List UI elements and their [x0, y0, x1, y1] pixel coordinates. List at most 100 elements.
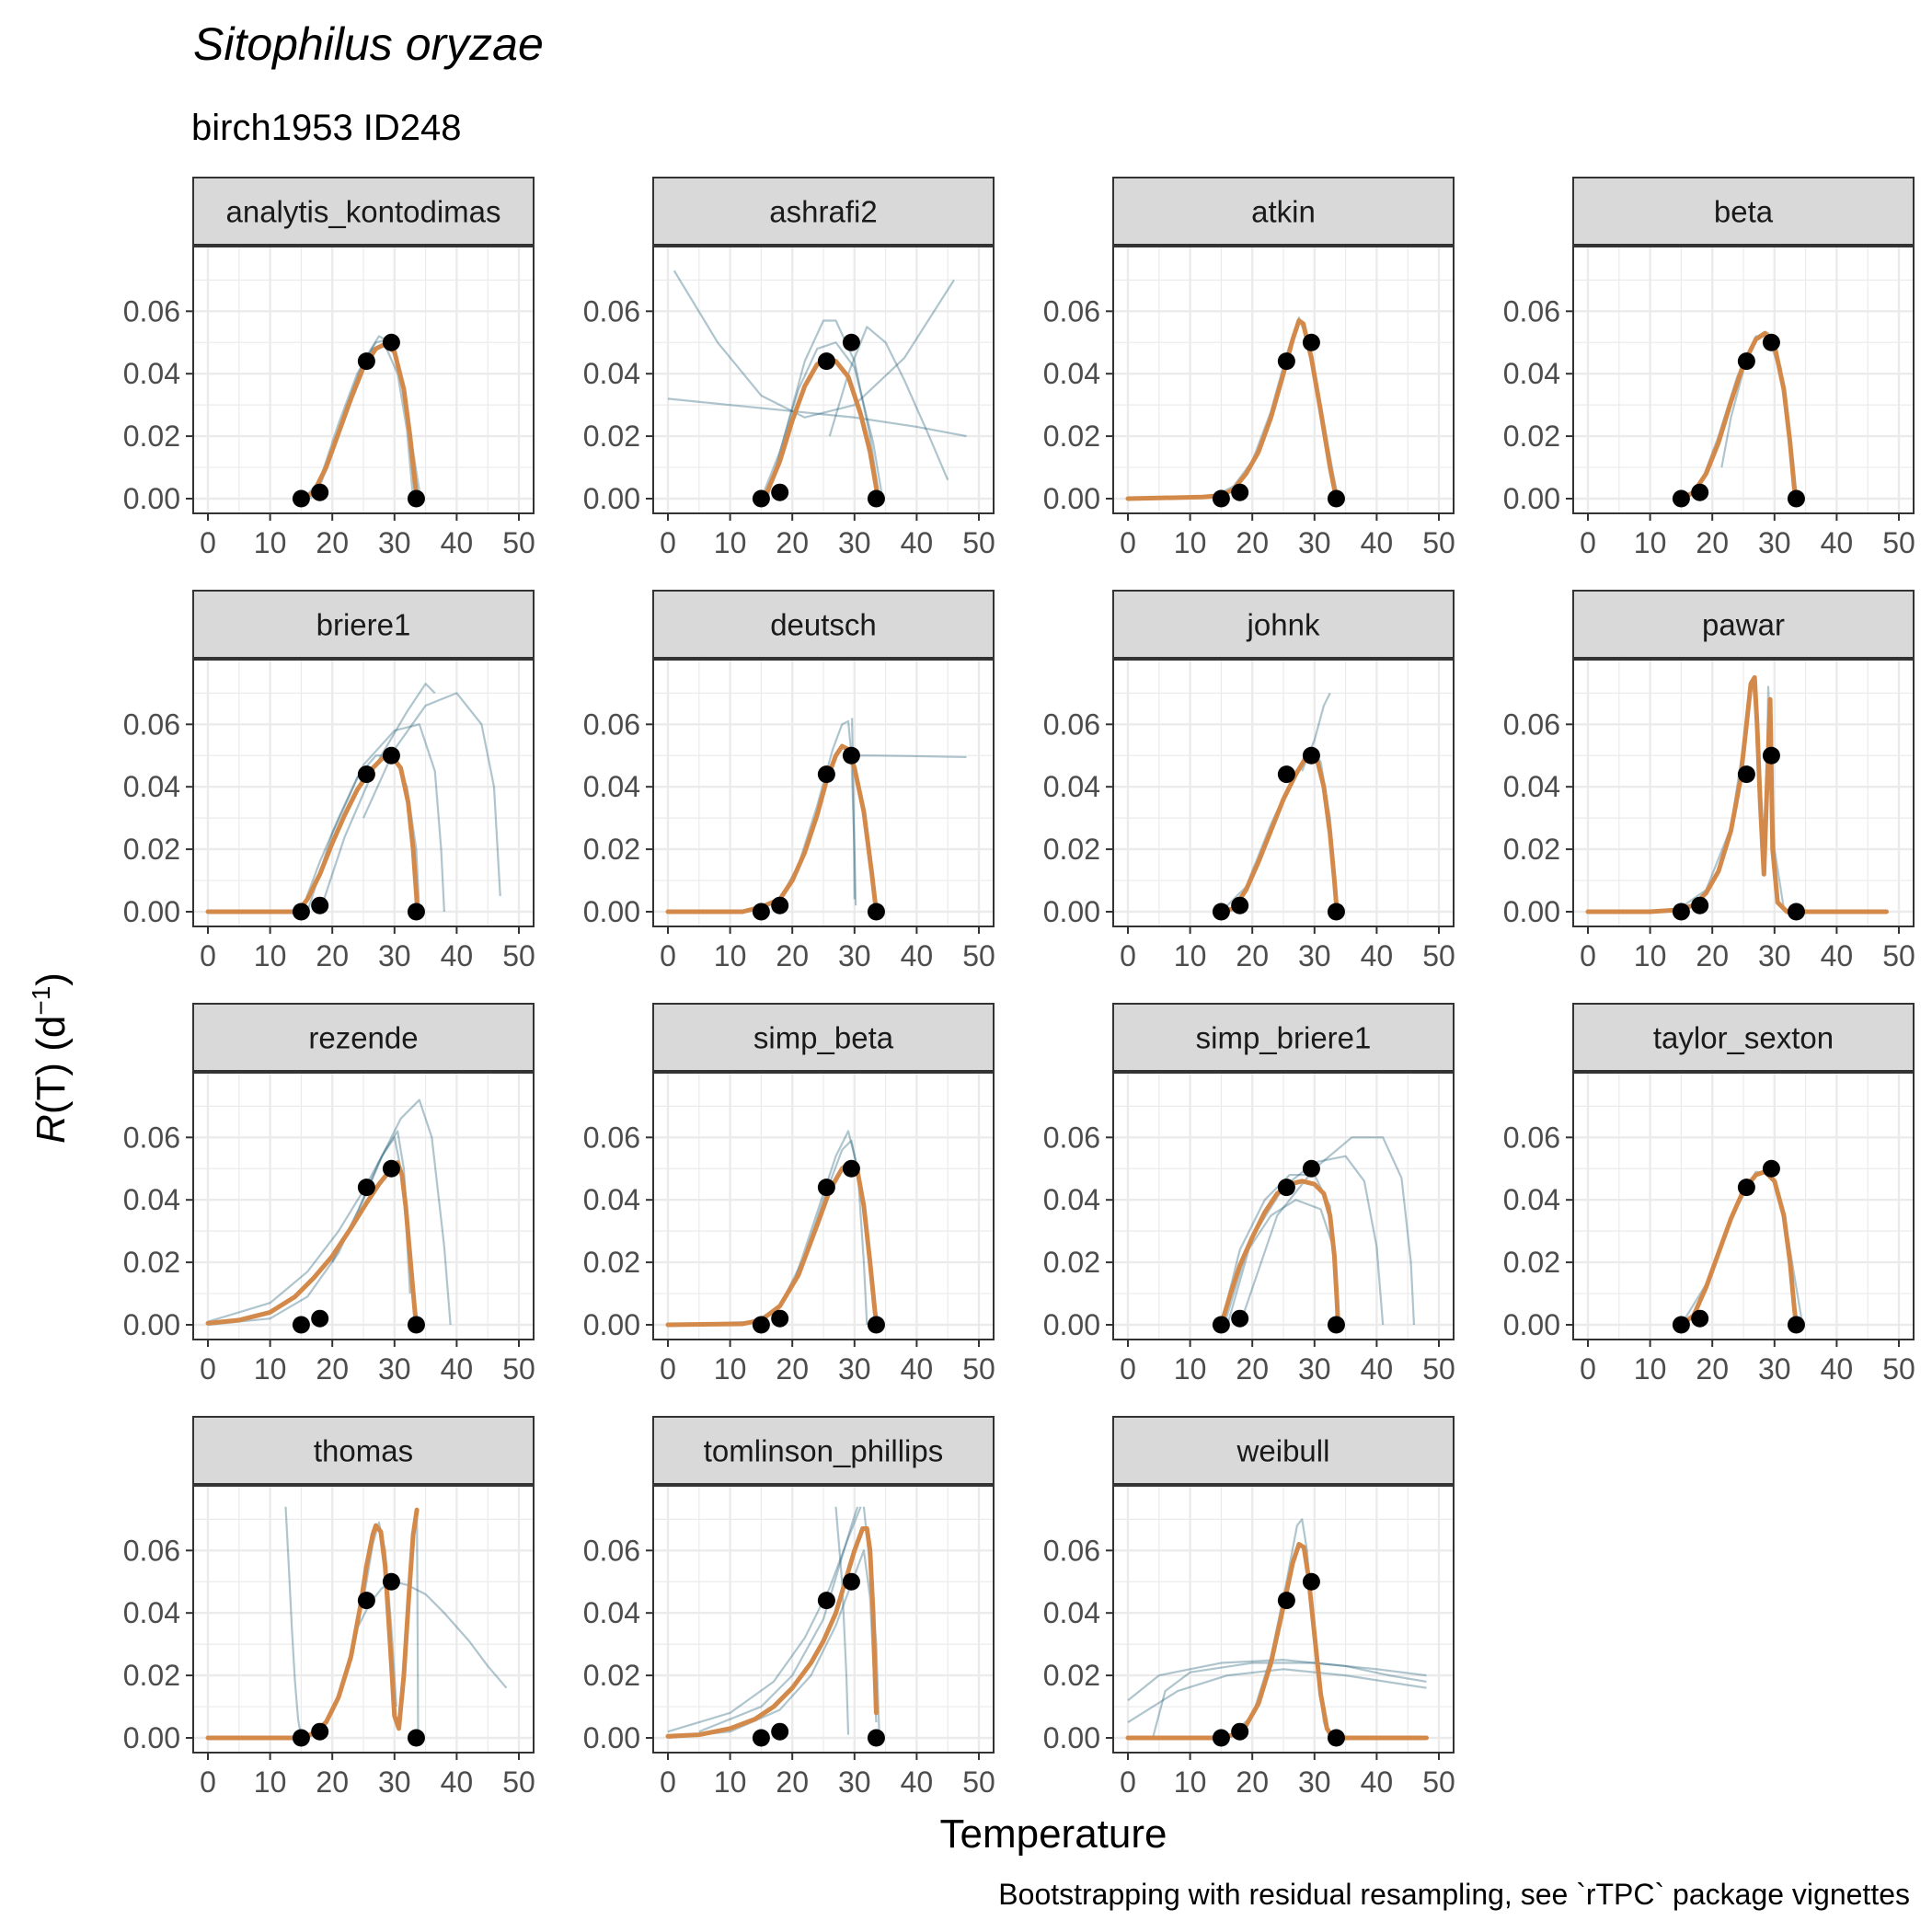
x-tick-label: 30: [1758, 939, 1791, 972]
y-tick-label: 0.02: [1043, 1246, 1100, 1279]
x-tick-label: 10: [714, 1765, 747, 1799]
x-tick-label: 10: [714, 526, 747, 559]
panel-tomlinson-phillips: tomlinson_phillips 0.00 0.02 0.04 0.06 0 10 20 3…: [583, 1416, 995, 1799]
x-tick-label: 50: [962, 1765, 995, 1799]
panel-simp-beta: simp_beta 0.00 0.02 0.04 0.06 0 10 20 30 40 50: [583, 1003, 995, 1386]
bootstrap-curve: [1127, 1668, 1427, 1723]
x-tick-label: 40: [901, 1765, 934, 1799]
fitted-curve: [1678, 330, 1799, 501]
panel-strip-label: ashrafi2: [769, 195, 877, 229]
x-tick-label: 50: [1422, 1352, 1455, 1386]
data-point: [407, 489, 425, 508]
x-tick-label: 20: [776, 526, 809, 559]
bootstrap-curve: [698, 1506, 859, 1733]
panel-plot-area: [1125, 1518, 1429, 1741]
panel-plot-area: [205, 1098, 452, 1328]
data-point: [292, 903, 310, 921]
x-tick-label: 30: [378, 939, 411, 972]
data-point: [382, 1159, 400, 1178]
x-tick-label: 0: [1580, 526, 1596, 559]
panel-strip: [1112, 1416, 1455, 1485]
data-point: [1691, 896, 1709, 914]
x-tick-label: 20: [316, 1352, 349, 1386]
data-point: [1327, 489, 1345, 508]
data-point: [842, 1159, 860, 1178]
panel-strip: [1572, 177, 1915, 246]
x-tick-label: 10: [714, 939, 747, 972]
y-axis-title-exponent: −1: [27, 986, 55, 1016]
bootstrap-curve: [331, 1098, 452, 1326]
x-tick-label: 30: [378, 1352, 411, 1386]
y-tick-label: 0.06: [123, 1121, 180, 1154]
panel-weibull: weibull 0.00 0.02 0.04 0.06 0 10 20 30 40 50: [1043, 1416, 1455, 1799]
x-tick-label: 30: [1298, 526, 1331, 559]
y-tick-label: 0.02: [1503, 420, 1560, 453]
data-point: [867, 489, 885, 508]
x-tick-label: 20: [1696, 1352, 1729, 1386]
panel-strip-label: weibull: [1236, 1434, 1330, 1468]
y-tick-label: 0.02: [583, 1659, 640, 1692]
data-point: [357, 352, 375, 371]
data-point: [1762, 746, 1780, 765]
panel-gridlines: [1113, 660, 1454, 926]
panel-strip-label: briere1: [316, 608, 411, 642]
x-tick-label: 40: [441, 526, 474, 559]
data-point: [1302, 333, 1320, 351]
y-tick-label: 0.02: [1043, 420, 1100, 453]
y-tick-label: 0.04: [123, 357, 180, 390]
panel-border: [1112, 659, 1455, 927]
data-point: [311, 1309, 329, 1328]
bootstrap-curve: [306, 723, 445, 913]
y-tick-label: 0.04: [1043, 1596, 1100, 1629]
x-tick-label: 10: [1174, 1352, 1207, 1386]
x-tick-label: 20: [776, 939, 809, 972]
panel-border: [652, 1072, 995, 1340]
x-tick-label: 40: [1361, 1765, 1394, 1799]
x-tick-label: 30: [838, 526, 871, 559]
y-tick-label: 0.06: [1043, 707, 1100, 741]
data-point: [752, 903, 770, 921]
panel-plot-area: [1678, 330, 1799, 501]
y-tick-label: 0.00: [123, 895, 180, 928]
y-tick-label: 0.04: [583, 770, 640, 803]
x-tick-label: 20: [316, 526, 349, 559]
x-tick-label: 20: [776, 1352, 809, 1386]
bootstrap-curve: [1127, 1659, 1427, 1702]
x-tick-label: 10: [254, 939, 287, 972]
panel-strip-label: simp_beta: [753, 1021, 894, 1055]
bootstrap-curve: [416, 1510, 420, 1739]
bootstrap-curve: [766, 319, 880, 500]
y-tick-label: 0.06: [1503, 707, 1560, 741]
y-tick-label: 0.02: [583, 1246, 640, 1279]
figure-title: Sitophilus oryzae: [193, 18, 544, 70]
x-tick-label: 40: [901, 939, 934, 972]
x-tick-label: 10: [714, 1352, 747, 1386]
x-tick-label: 50: [1422, 526, 1455, 559]
data-point: [1277, 1592, 1295, 1610]
fitted-curve: [1218, 1179, 1340, 1328]
y-tick-label: 0.04: [583, 1596, 640, 1629]
fitted-curve: [1218, 753, 1340, 914]
data-point: [842, 333, 860, 351]
x-tick-label: 20: [1236, 526, 1269, 559]
bootstrap-curve: [318, 683, 436, 913]
x-tick-label: 50: [1422, 939, 1455, 972]
panel-plot-area: [665, 1506, 880, 1740]
data-point: [407, 1729, 425, 1747]
x-tick-label: 10: [1634, 1352, 1667, 1386]
data-point: [292, 1729, 310, 1747]
y-tick-label: 0.02: [123, 420, 180, 453]
x-tick-label: 20: [316, 1765, 349, 1799]
y-tick-label: 0.04: [1503, 1183, 1560, 1216]
x-tick-label: 10: [254, 526, 287, 559]
data-point: [1231, 1722, 1249, 1741]
y-tick-label: 0.04: [1503, 357, 1560, 390]
y-tick-label: 0.00: [1503, 1308, 1560, 1341]
y-tick-label: 0.04: [1043, 770, 1100, 803]
x-tick-label: 10: [254, 1352, 287, 1386]
y-axis-title-text: (T) (d: [29, 1016, 74, 1115]
y-tick-label: 0.06: [583, 1534, 640, 1567]
panel-pawar: pawar 0.00 0.02 0.04 0.06 0 10 20 30 40 50: [1503, 590, 1915, 972]
x-tick-label: 50: [502, 939, 535, 972]
